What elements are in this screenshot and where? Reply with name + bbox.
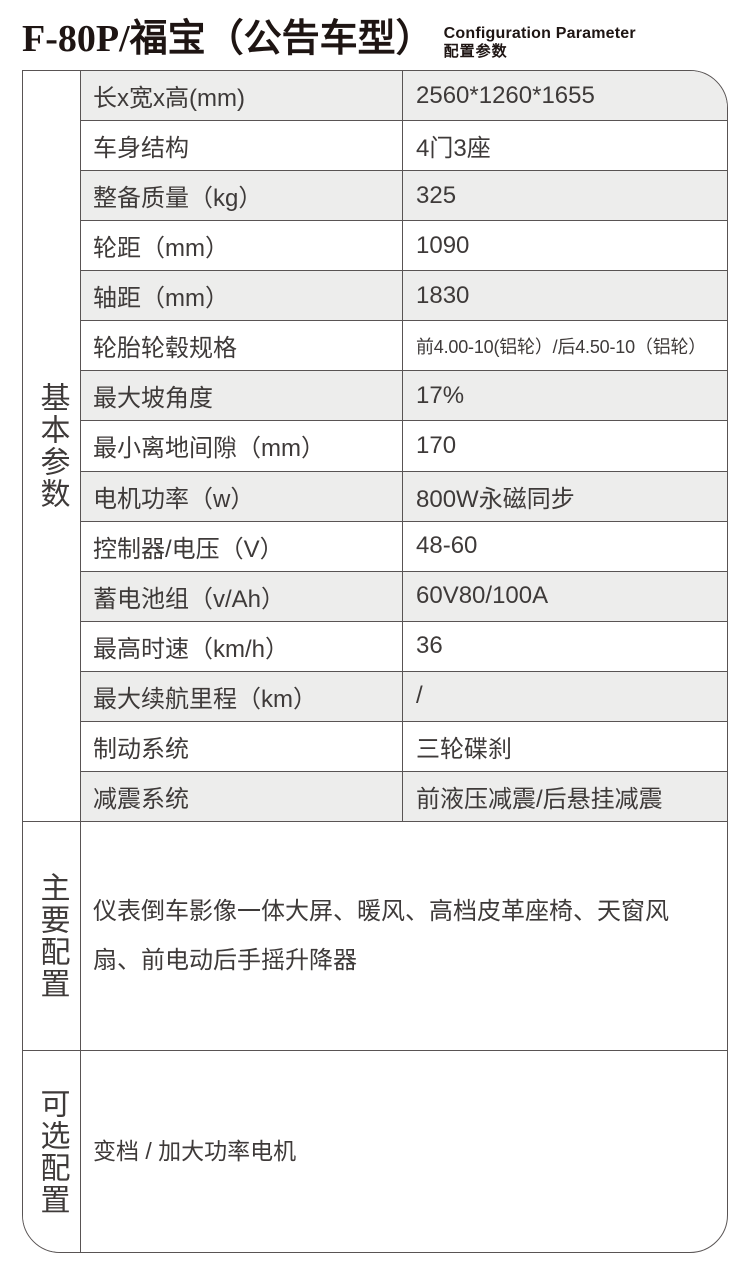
spec-row-battery-pack: 蓄电池组（v/Ah） 60V80/100A [81, 570, 727, 621]
spec-label: 电机功率（w） [93, 485, 255, 513]
section-optional-config: 可选配置 变档 / 加大功率电机 [23, 1050, 727, 1252]
spec-row-track-width: 轮距（mm） 1090 [81, 220, 727, 271]
spec-value: 325 [402, 171, 727, 221]
basic-params-vertical-label: 基本参数 [35, 382, 69, 510]
spec-value: 48-60 [402, 521, 727, 571]
main-config-vertical-label: 主要配置 [35, 872, 69, 1000]
spec-row-motor-power: 电机功率（w） 800W永磁同步 [81, 470, 727, 521]
page-header: F-80P/福宝（公告车型） Configuration Parameter 配… [22, 18, 732, 61]
spec-row-tire-spec: 轮胎轮毂规格 前4.00-10(铝轮）/后4.50-10（铝轮） [81, 320, 727, 371]
optional-config-content: 变档 / 加大功率电机 [93, 1138, 297, 1165]
spec-value: 4门3座 [402, 121, 727, 171]
spec-value: 前液压减震/后悬挂减震 [402, 771, 727, 821]
spec-value: 17% [402, 371, 727, 421]
spec-label: 轮距（mm） [93, 235, 229, 263]
section-basic-params: 基本参数 长x宽x高(mm) 2560*1260*1655 车身结构 4门3座 … [23, 71, 727, 821]
spec-label: 最大续航里程（km） [93, 685, 317, 713]
optional-config-vertical-label: 可选配置 [35, 1087, 69, 1216]
spec-value: 36 [402, 621, 727, 671]
spec-row-max-speed: 最高时速（km/h） 36 [81, 620, 727, 671]
spec-table: 基本参数 长x宽x高(mm) 2560*1260*1655 车身结构 4门3座 … [22, 70, 728, 1253]
spec-value: 60V80/100A [402, 571, 727, 621]
spec-row-body-structure: 车身结构 4门3座 [81, 120, 727, 171]
spec-label: 蓄电池组（v/Ah） [93, 585, 286, 613]
spec-label: 最小离地间隙（mm） [93, 435, 325, 463]
spec-row-wheelbase: 轴距（mm） 1830 [81, 270, 727, 321]
spec-value: 1830 [402, 271, 727, 321]
page-subtitle: Configuration Parameter 配置参数 [444, 18, 636, 61]
main-config-header-cell: 主要配置 [23, 822, 81, 1050]
spec-row-suspension-system: 减震系统 前液压减震/后悬挂减震 [81, 770, 727, 821]
page-title: F-80P/福宝（公告车型） [22, 18, 434, 60]
spec-row-brake-system: 制动系统 三轮碟刹 [81, 720, 727, 771]
spec-label: 轴距（mm） [93, 285, 229, 313]
spec-value: 1090 [402, 221, 727, 271]
spec-row-max-gradient: 最大坡角度 17% [81, 370, 727, 421]
basic-params-rows: 长x宽x高(mm) 2560*1260*1655 车身结构 4门3座 整备质量（… [81, 71, 727, 821]
spec-label: 最大坡角度 [93, 385, 213, 413]
spec-value: 2560*1260*1655 [402, 71, 727, 121]
spec-label: 轮胎轮毂规格 [93, 335, 237, 363]
subtitle-chinese: 配置参数 [443, 42, 508, 60]
basic-params-header-cell: 基本参数 [23, 71, 81, 821]
section-main-config: 主要配置 仪表倒车影像一体大屏、暖风、高档皮革座椅、天窗风扇、前电动后手摇升降器 [23, 821, 727, 1050]
spec-value: 前4.00-10(铝轮）/后4.50-10（铝轮） [402, 321, 727, 371]
spec-row-controller-voltage: 控制器/电压（V） 48-60 [81, 520, 727, 571]
main-config-content: 仪表倒车影像一体大屏、暖风、高档皮革座椅、天窗风扇、前电动后手摇升降器 [93, 898, 669, 974]
spec-label: 减震系统 [93, 785, 189, 813]
spec-value: 800W永磁同步 [402, 471, 727, 521]
spec-row-dimensions: 长x宽x高(mm) 2560*1260*1655 [81, 71, 727, 121]
spec-label: 制动系统 [93, 735, 189, 763]
optional-config-header-cell: 可选配置 [23, 1051, 81, 1252]
spec-row-ground-clearance: 最小离地间隙（mm） 170 [81, 420, 727, 471]
spec-value: 三轮碟刹 [402, 721, 727, 771]
spec-label: 车身结构 [93, 135, 189, 163]
subtitle-english: Configuration Parameter [443, 25, 636, 42]
spec-label: 控制器/电压（V） [93, 535, 284, 563]
spec-value: / [402, 671, 727, 721]
spec-label: 长x宽x高(mm) [93, 85, 245, 113]
spec-value: 170 [402, 421, 727, 471]
spec-row-max-range: 最大续航里程（km） / [81, 670, 727, 721]
spec-row-curb-weight: 整备质量（kg） 325 [81, 170, 727, 221]
spec-label: 最高时速（km/h） [93, 635, 290, 663]
spec-label: 整备质量（kg） [93, 185, 263, 213]
